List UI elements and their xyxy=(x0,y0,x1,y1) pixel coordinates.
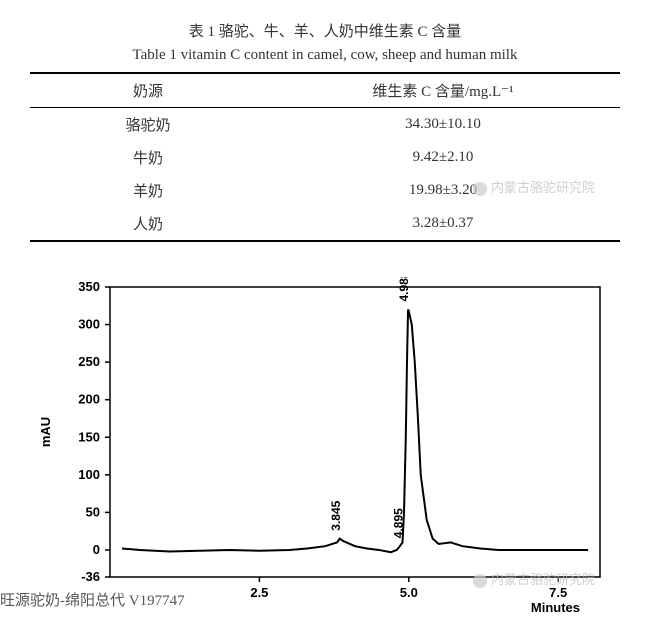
col-content: 维生素 C 含量/mg.L⁻¹ xyxy=(266,73,620,108)
svg-text:0: 0 xyxy=(93,542,100,557)
watermark-top: 内蒙古骆驼研究院 xyxy=(473,177,595,196)
table-title-cn: 表 1 骆驼、牛、羊、人奶中维生素 C 含量 xyxy=(30,20,620,41)
table-row: 骆驼奶 34.30±10.10 xyxy=(30,108,620,142)
watermark-bottom: 内蒙古骆驼研究院 xyxy=(473,569,595,588)
table-row: 人奶 3.28±0.37 xyxy=(30,207,620,241)
svg-text:Minutes: Minutes xyxy=(531,600,580,615)
bottom-credit: 旺源驼奶-绵阳总代 V197747 xyxy=(0,589,185,610)
svg-text:250: 250 xyxy=(78,354,100,369)
svg-text:4.895: 4.895 xyxy=(392,508,406,538)
svg-text:5.0: 5.0 xyxy=(400,585,418,600)
svg-text:350: 350 xyxy=(78,279,100,294)
table-title-en: Table 1 vitamin C content in camel, cow,… xyxy=(30,47,620,64)
svg-text:50: 50 xyxy=(86,504,100,519)
svg-text:200: 200 xyxy=(78,392,100,407)
svg-text:-36: -36 xyxy=(81,569,100,584)
table-row: 牛奶 9.42±2.10 xyxy=(30,141,620,174)
hplc-chart: -360501001502002503003502.55.07.5mAUMinu… xyxy=(30,277,620,617)
col-source: 奶源 xyxy=(30,73,266,108)
svg-text:300: 300 xyxy=(78,317,100,332)
svg-text:2.5: 2.5 xyxy=(250,585,268,600)
vitamin-c-table: 奶源 维生素 C 含量/mg.L⁻¹ 骆驼奶 34.30±10.10 牛奶 9.… xyxy=(30,72,620,242)
svg-text:3.845: 3.845 xyxy=(329,500,343,530)
svg-text:4.988: 4.988 xyxy=(397,277,411,302)
svg-text:100: 100 xyxy=(78,467,100,482)
svg-text:mAU: mAU xyxy=(38,417,53,447)
svg-text:150: 150 xyxy=(78,429,100,444)
